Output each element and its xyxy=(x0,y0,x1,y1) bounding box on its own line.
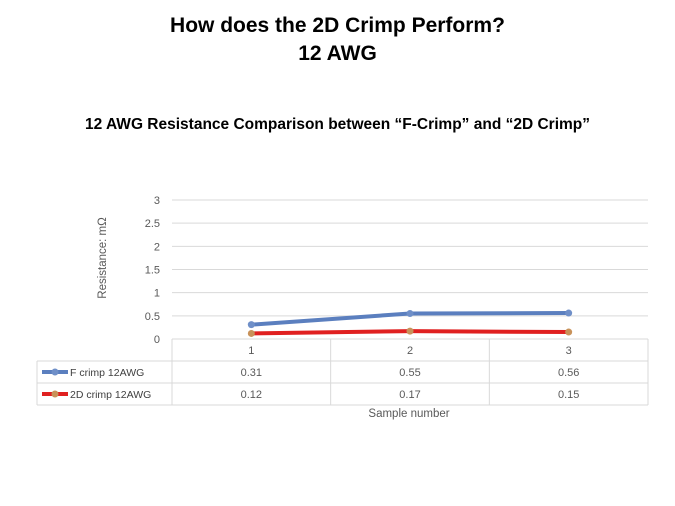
x-axis-label: Sample number xyxy=(368,408,449,420)
data-table-cell: 0.31 xyxy=(241,367,262,379)
legend-entry: F crimp 12AWG xyxy=(70,367,144,379)
y-tick-label: 0 xyxy=(154,334,160,346)
legend-key-marker xyxy=(51,368,59,376)
axis-layer: 0 0.5 1 1.5 2 2.5 3 xyxy=(145,195,160,346)
grid-layer xyxy=(172,199,648,317)
series-layer xyxy=(247,309,573,337)
data-point xyxy=(247,321,255,329)
y-tick-label: 1.5 xyxy=(145,265,160,277)
data-point xyxy=(565,328,573,336)
y-tick-label: 3 xyxy=(154,195,160,207)
data-point xyxy=(247,329,255,337)
data-table-cell: 0.56 xyxy=(558,367,579,379)
y-tick-label: 1 xyxy=(154,288,160,300)
legend-key-marker xyxy=(51,390,59,398)
slide-title-line-1: How does the 2D Crimp Perform? xyxy=(170,14,505,37)
legend-entry: 2D crimp 12AWG xyxy=(70,389,151,401)
x-tick-label: 2 xyxy=(407,345,413,357)
slide-title-line-2: 12 AWG xyxy=(298,42,377,65)
slide-title: How does the 2D Crimp Perform? 12 AWG xyxy=(0,12,675,68)
data-table-cell: 0.12 xyxy=(241,389,262,401)
x-tick-label: 3 xyxy=(566,345,572,357)
data-point xyxy=(406,310,414,318)
y-tick-label: 2 xyxy=(154,241,160,253)
data-point xyxy=(406,327,414,335)
y-axis-label: Resistance: mΩ xyxy=(97,217,109,299)
data-table-cell: 0.17 xyxy=(399,389,420,401)
y-tick-label: 0.5 xyxy=(145,311,160,323)
chart-title: 12 AWG Resistance Comparison between “F-… xyxy=(85,116,590,133)
data-table-cell: 0.15 xyxy=(558,389,579,401)
data-point xyxy=(565,309,573,317)
y-tick-label: 2.5 xyxy=(145,218,160,230)
data-table-cell: 0.55 xyxy=(399,367,420,379)
x-tick-label: 1 xyxy=(248,345,254,357)
data-table: 1 2 3 F crimp 12AWG 0.31 0.55 0.56 2D crimp 12A… xyxy=(36,338,649,406)
